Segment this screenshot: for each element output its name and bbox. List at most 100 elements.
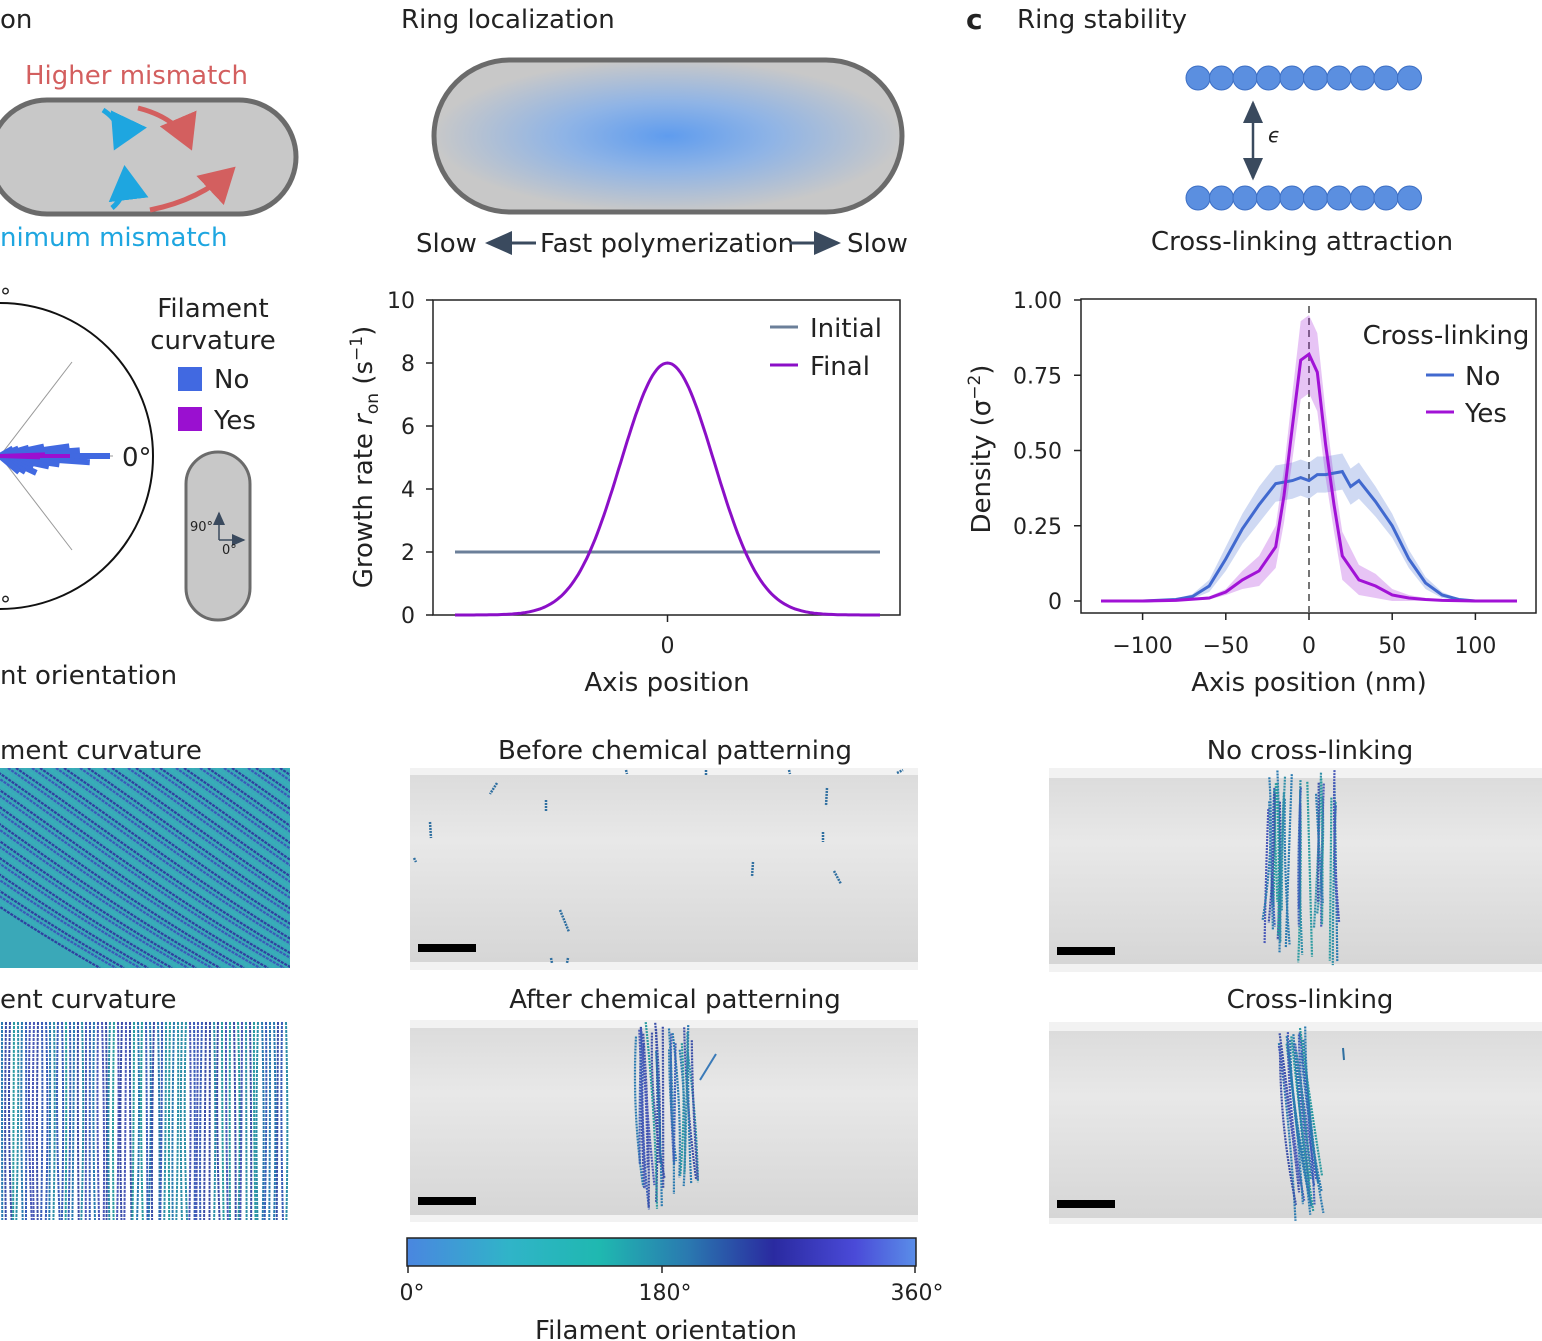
sim-c1 (1049, 768, 1542, 972)
filament (0, 794, 261, 968)
filament (135, 768, 290, 878)
filament (183, 768, 290, 845)
bead (1185, 65, 1211, 91)
filament (131, 1021, 135, 1221)
filament (558, 909, 571, 933)
filament (207, 768, 290, 828)
filament (0, 768, 290, 964)
filament (12, 1021, 15, 1221)
chart2-xtick-label: −50 (1203, 634, 1249, 659)
cross-linking-attraction-label: Cross-linking attraction (1151, 227, 1453, 257)
panel-b: Ring localization Slow Fast polymerizati… (347, 5, 944, 1341)
yes-series-line (1101, 351, 1517, 603)
filament (159, 768, 290, 862)
bead (1303, 185, 1328, 211)
final-series-line (455, 361, 880, 617)
filament (1298, 804, 1302, 908)
filament (127, 768, 290, 884)
legend-final-label: Final (810, 352, 870, 382)
filament (48, 1021, 52, 1221)
filament (136, 1021, 140, 1221)
filament (428, 821, 433, 839)
bead (1256, 65, 1281, 91)
filament (215, 768, 290, 822)
filament (667, 1028, 676, 1195)
legend-title-curvature: curvature (150, 326, 276, 356)
polar-circle (0, 302, 154, 610)
bead (1350, 185, 1375, 211)
filament (650, 1032, 666, 1179)
filament (0, 884, 133, 968)
filament (92, 1021, 96, 1221)
filament (0, 823, 221, 968)
chart1-ytick-label: 8 (401, 352, 415, 377)
filament (0, 873, 149, 968)
bead (1397, 65, 1422, 91)
chart2-ylabel: Density (σ−2) (965, 365, 997, 534)
filament (1306, 781, 1314, 957)
filament (128, 1021, 133, 1221)
chart1-xtick-label: 0 (661, 634, 675, 659)
filament (140, 1021, 144, 1221)
chart2-ytick-label: 0.75 (1013, 364, 1062, 389)
polar-label-270: ° (0, 593, 11, 618)
filament (233, 1021, 237, 1221)
chart2-legend-title: Cross-linking (1363, 321, 1530, 351)
filament (1300, 1052, 1323, 1192)
filament (824, 787, 829, 807)
inset-cell (184, 450, 252, 622)
chart1-ytick-label: 4 (401, 478, 415, 503)
filament (832, 870, 843, 885)
filament (642, 1033, 650, 1208)
bead (1279, 185, 1305, 211)
filament (1286, 1050, 1313, 1208)
filament (47, 768, 290, 935)
filament (224, 1021, 229, 1221)
filament (787, 769, 792, 775)
filament (1273, 789, 1279, 903)
filament (55, 768, 290, 930)
filament (123, 1021, 127, 1221)
filament (0, 878, 141, 968)
filament (116, 1021, 120, 1221)
bead (1232, 65, 1258, 91)
filament (488, 782, 499, 795)
filament (1297, 787, 1302, 927)
filament (549, 957, 554, 964)
filament (199, 768, 290, 833)
bead-filament-bottom (1185, 185, 1422, 211)
colorbar-tick-360: 360° (891, 1281, 944, 1306)
filament (255, 1021, 259, 1221)
bead-filament-top (1185, 65, 1422, 91)
inset-label-90: 90° (190, 520, 213, 535)
filament (252, 1021, 257, 1221)
bead (1350, 65, 1375, 91)
filament (633, 1036, 645, 1187)
filament (4, 1021, 7, 1221)
bead (1232, 185, 1258, 211)
filament (105, 1021, 108, 1221)
filament (0, 900, 109, 968)
filament (1328, 797, 1333, 961)
filament (247, 768, 290, 799)
sim-b2 (410, 1020, 918, 1222)
chart1-ytick-label: 6 (401, 415, 415, 440)
filament (0, 851, 181, 968)
polar-label-0: 0° (122, 443, 152, 473)
filament (76, 1021, 80, 1221)
filament (280, 1021, 284, 1221)
filament (273, 1021, 277, 1221)
filament (213, 1021, 217, 1221)
filament (7, 768, 290, 959)
filament (64, 1021, 68, 1221)
filament (31, 1021, 35, 1221)
chart2-xtick-label: 0 (1302, 634, 1316, 659)
chart2-xtick-label: 50 (1378, 634, 1406, 659)
sim-b2-title: After chemical patterning (509, 985, 840, 1015)
filament (1283, 798, 1291, 945)
filament (193, 1021, 196, 1221)
filament (107, 1021, 111, 1221)
filament (565, 957, 570, 964)
filament (0, 905, 101, 968)
filament (0, 805, 245, 968)
